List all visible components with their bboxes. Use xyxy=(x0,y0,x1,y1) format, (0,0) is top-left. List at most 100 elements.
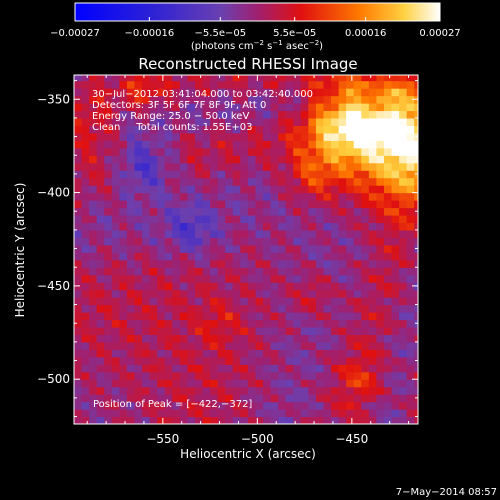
heatmap-cell xyxy=(81,356,90,365)
heatmap-cell xyxy=(210,102,219,112)
heatmap-cell xyxy=(361,147,370,156)
heatmap-cell xyxy=(406,229,415,238)
heatmap-cell xyxy=(96,102,105,112)
heatmap-cell xyxy=(368,162,378,171)
heatmap-cell xyxy=(331,80,340,89)
heatmap-cell xyxy=(194,401,204,410)
heatmap-cell xyxy=(225,88,234,97)
heatmap-cell xyxy=(270,416,279,424)
heatmap-cell xyxy=(225,177,234,186)
heatmap-cell xyxy=(172,274,181,283)
heatmap-cell xyxy=(300,319,309,328)
heatmap-cell xyxy=(353,110,362,119)
heatmap-cell xyxy=(331,312,340,321)
heatmap-cell xyxy=(285,274,294,283)
heatmap-cell xyxy=(308,312,317,321)
heatmap-cell xyxy=(285,214,294,224)
heatmap-cell xyxy=(414,401,418,410)
heatmap-cell xyxy=(346,416,355,424)
heatmap-cell xyxy=(104,88,113,97)
plot-frame xyxy=(73,74,419,425)
heatmap-cell xyxy=(96,162,105,171)
heatmap-cell xyxy=(172,88,181,97)
heatmap-cell xyxy=(368,289,378,298)
heatmap-cell xyxy=(406,252,415,261)
heatmap-cell xyxy=(232,371,241,380)
heatmap-cell xyxy=(187,259,196,268)
heatmap-cell xyxy=(172,222,181,231)
heatmap-cell xyxy=(157,102,166,112)
heatmap-cell xyxy=(323,222,332,231)
heatmap-cell xyxy=(81,80,90,89)
heatmap-cell xyxy=(187,274,196,283)
heatmap-cell xyxy=(96,394,105,403)
heatmap-cell xyxy=(194,88,204,97)
heatmap-cell xyxy=(323,170,332,179)
heatmap-cell xyxy=(134,326,143,336)
heatmap-cell xyxy=(89,237,98,246)
heatmap-cell xyxy=(89,200,98,209)
heatmap-cell xyxy=(270,274,279,283)
heatmap-cell xyxy=(361,401,370,410)
heatmap-cell xyxy=(331,192,340,201)
heatmap-cell xyxy=(74,222,83,231)
heatmap-cell xyxy=(210,416,219,424)
heatmap-cell xyxy=(315,401,325,410)
heatmap-cell xyxy=(293,147,302,156)
heatmap-cell xyxy=(361,349,370,358)
heatmap-cell xyxy=(149,304,158,313)
heatmap-cell xyxy=(323,274,332,283)
heatmap-cell xyxy=(194,394,204,403)
heatmap-cell xyxy=(323,341,332,350)
peak-position: Position of Peak = [−422,−372] xyxy=(93,399,252,410)
heatmap-cell xyxy=(134,102,143,112)
heatmap-cell xyxy=(81,237,90,246)
heatmap-cell xyxy=(278,304,287,313)
heatmap-cell xyxy=(134,88,143,97)
heatmap-cell xyxy=(285,170,294,179)
heatmap-cell xyxy=(308,110,317,119)
heatmap-cell xyxy=(74,364,83,373)
heatmap-cell xyxy=(134,147,143,156)
heatmap-cell xyxy=(368,401,378,410)
heatmap-cell xyxy=(126,319,136,328)
heatmap-cell xyxy=(232,244,241,253)
heatmap-cell xyxy=(202,274,211,283)
heatmap-cell xyxy=(338,409,347,418)
heatmap-cell xyxy=(126,401,136,410)
heatmap-cell xyxy=(391,162,400,171)
heatmap-cell xyxy=(300,341,309,350)
heatmap-cell xyxy=(391,155,400,164)
heatmap-cell xyxy=(232,237,241,246)
heatmap-cell xyxy=(119,356,128,365)
heatmap-cell xyxy=(255,117,264,126)
heatmap-cell xyxy=(376,282,385,291)
heatmap-cell xyxy=(308,147,317,156)
heatmap-cell xyxy=(278,341,287,350)
heatmap-cell xyxy=(81,371,90,380)
heatmap-cell xyxy=(361,394,370,403)
heatmap-cell xyxy=(187,95,196,104)
heatmap-cell xyxy=(179,237,189,246)
heatmap-cell xyxy=(247,401,257,410)
heatmap-cell xyxy=(89,207,98,216)
heatmap-cell xyxy=(353,75,362,82)
heatmap-cell xyxy=(217,185,226,194)
heatmap-cell xyxy=(194,222,204,231)
heatmap-cell xyxy=(217,192,226,201)
heatmap-cell xyxy=(346,297,355,306)
heatmap-cell xyxy=(202,364,211,373)
colorbar-tick-label: 0.00027 xyxy=(419,28,460,39)
heatmap-cell xyxy=(255,297,264,306)
heatmap-cell xyxy=(331,237,340,246)
heatmap-cell xyxy=(157,222,166,231)
heatmap-cell xyxy=(210,267,219,276)
heatmap-cell xyxy=(391,88,400,97)
heatmap-cell xyxy=(157,162,166,171)
heatmap-cell xyxy=(149,349,158,358)
heatmap-cell xyxy=(247,80,257,89)
heatmap-cell xyxy=(225,341,234,350)
heatmap-cell xyxy=(263,117,272,126)
heatmap-cell xyxy=(240,200,249,209)
heatmap-cell xyxy=(331,356,340,365)
